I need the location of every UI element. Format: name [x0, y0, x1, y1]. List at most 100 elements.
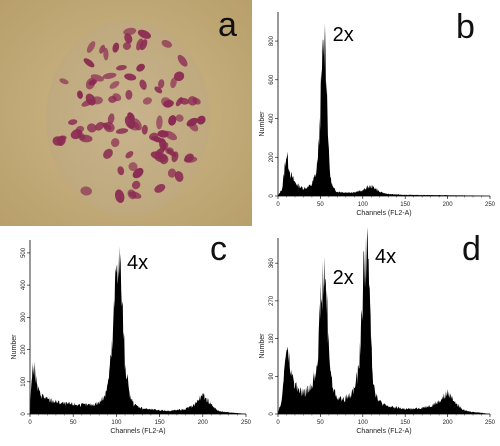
- y-tick-label: 270: [269, 295, 275, 306]
- nucleus: [68, 119, 78, 125]
- y-tick-label: 800: [269, 35, 275, 46]
- histogram-chart-c: c 0 50 100 150 200 250 0 100 200 300 400 500 Channel…: [11, 230, 252, 435]
- nucleus: [127, 112, 135, 122]
- panel-label-a: a: [218, 6, 237, 44]
- nucleus: [79, 134, 93, 143]
- x-tick-label: 150: [155, 420, 166, 426]
- y-tick-label: 500: [21, 247, 27, 258]
- y-tick-label: 0: [269, 194, 275, 198]
- nucleus: [112, 42, 120, 53]
- y-tick-label: 90: [269, 372, 275, 379]
- y-tick-label: 400: [269, 113, 275, 124]
- nuclei-group: [52, 27, 206, 204]
- y-tick-label: 200: [269, 152, 275, 163]
- nucleus: [110, 138, 120, 148]
- nucleus: [174, 171, 184, 182]
- nucleus: [168, 115, 177, 126]
- nucleus: [109, 80, 120, 89]
- nucleus: [117, 166, 125, 176]
- nucleus: [125, 151, 134, 159]
- x-tick-label: 0: [28, 420, 32, 426]
- nucleus: [131, 180, 141, 190]
- nucleus: [77, 90, 83, 99]
- nucleus: [196, 115, 206, 125]
- y-axis-title: Number: [259, 333, 266, 359]
- histogram-area: [278, 22, 490, 197]
- nucleus: [156, 115, 163, 130]
- peak-label: 4x: [375, 246, 396, 268]
- x-tick-label: 0: [276, 420, 280, 426]
- nucleus: [183, 156, 198, 163]
- nucleus: [88, 79, 97, 86]
- x-tick-label: 200: [198, 420, 209, 426]
- nucleus: [175, 114, 184, 122]
- nucleus: [59, 78, 69, 85]
- nucleus: [158, 79, 165, 89]
- nucleus: [90, 74, 104, 82]
- nucleus: [87, 123, 97, 133]
- x-tick-label: 200: [443, 420, 454, 426]
- nucleus: [157, 130, 169, 138]
- y-tick-label: 200: [21, 344, 27, 355]
- x-axis-title: Channels (FL2-A): [356, 428, 411, 435]
- y-tick-label: 0: [269, 412, 275, 416]
- peak-label: 2x: [333, 24, 354, 46]
- y-tick-label: 600: [269, 74, 275, 85]
- peak-label: 4x: [127, 252, 148, 274]
- x-tick-label: 150: [400, 202, 411, 208]
- x-tick-label: 100: [358, 202, 369, 208]
- nucleus: [103, 47, 109, 61]
- nucleus: [177, 54, 188, 67]
- y-tick-label: 400: [21, 279, 27, 290]
- y-axis-title: Number: [11, 334, 18, 360]
- x-tick-label: 0: [276, 202, 280, 208]
- nucleus: [137, 29, 151, 39]
- nucleus: [115, 128, 129, 134]
- nucleus: [154, 184, 166, 193]
- nucleus: [167, 168, 177, 178]
- nucleus: [139, 79, 147, 90]
- nucleus: [161, 97, 173, 108]
- nucleus: [125, 89, 133, 100]
- y-tick-label: 360: [269, 257, 275, 268]
- nucleus: [150, 151, 164, 160]
- x-tick-label: 250: [485, 420, 496, 426]
- nucleus: [103, 148, 113, 159]
- x-tick-label: 200: [443, 202, 454, 208]
- panel-label-d: d: [462, 230, 481, 268]
- nucleus: [188, 121, 199, 132]
- panel-label-b: b: [456, 8, 475, 46]
- x-tick-label: 250: [485, 202, 496, 208]
- peak-label: 2x: [333, 267, 354, 289]
- nucleus: [136, 38, 144, 51]
- nucleus: [103, 122, 115, 133]
- nucleus: [142, 97, 152, 105]
- nucleus: [173, 71, 185, 82]
- x-axis-title: Channels (FL2-A): [356, 210, 411, 217]
- histogram-panel-b: b 0 50 100 150 200 250 0 200 400 600 800 Channels (…: [256, 0, 500, 226]
- x-tick-label: 250: [241, 420, 252, 426]
- nucleus: [128, 162, 138, 172]
- x-axis-title: Channels (FL2-A): [110, 428, 165, 435]
- nucleus: [171, 151, 179, 163]
- nucleus: [102, 72, 117, 80]
- micrograph-panel: a: [0, 0, 252, 226]
- nucleus: [115, 64, 127, 71]
- x-tick-label: 50: [317, 420, 324, 426]
- nucleus: [192, 97, 201, 105]
- x-tick-label: 50: [70, 420, 77, 426]
- y-tick-label: 100: [21, 376, 27, 387]
- nucleus: [85, 93, 96, 106]
- histogram-panel-d: d 0 50 100 150 200 250 0 90 180 270 360 Channels (F…: [256, 228, 500, 446]
- nucleus: [141, 124, 148, 135]
- nucleus: [108, 95, 117, 103]
- nucleus: [127, 120, 140, 131]
- nucleus: [179, 97, 190, 105]
- nucleus: [127, 189, 137, 200]
- nucleus: [83, 58, 95, 68]
- nucleus: [75, 125, 85, 134]
- nucleus: [114, 189, 125, 204]
- nucleus: [136, 63, 145, 72]
- nucleus: [132, 167, 144, 179]
- panel-label-c: c: [210, 230, 227, 268]
